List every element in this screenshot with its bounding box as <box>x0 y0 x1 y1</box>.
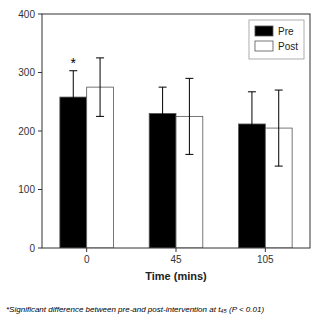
x-label: Time (mins) <box>145 270 207 282</box>
error-line <box>162 87 163 140</box>
x-tick <box>86 248 87 252</box>
y-axis: 0 100 200 300 400 <box>18 9 42 254</box>
y-tick-label: 400 <box>18 9 35 20</box>
x-tick-label: 0 <box>84 254 90 265</box>
y-tick-label: 200 <box>18 126 35 137</box>
error-cap <box>69 123 77 124</box>
error-bar <box>275 90 283 166</box>
x-tick-label: 45 <box>170 254 182 265</box>
error-cap <box>248 156 256 157</box>
error-cap <box>159 139 167 140</box>
annotation: * <box>71 55 77 71</box>
error-cap <box>275 90 283 91</box>
error-bar <box>96 58 104 117</box>
y-tick <box>38 72 42 73</box>
chart: 0 100 200 300 400 0 45 105 Time (mins) * Pre Post *S… <box>0 0 320 320</box>
error-cap <box>96 57 104 58</box>
error-cap <box>185 78 193 79</box>
y-tick <box>38 189 42 190</box>
error-bar <box>69 71 77 124</box>
error-line <box>73 71 74 124</box>
legend-box <box>249 20 304 59</box>
error-bar <box>159 87 167 140</box>
footnote: *Significant difference between pre-and … <box>6 305 264 314</box>
legend-label: Pre <box>278 26 294 37</box>
legend: Pre Post <box>249 20 304 59</box>
error-line <box>251 92 252 156</box>
marks <box>60 58 292 248</box>
error-cap <box>159 87 167 88</box>
error-line <box>100 58 101 117</box>
y-tick <box>38 131 42 132</box>
error-cap <box>185 154 193 155</box>
y-tick <box>38 14 42 15</box>
plot-frame <box>42 14 310 248</box>
y-tick-label: 300 <box>18 67 35 78</box>
error-line <box>278 90 279 166</box>
y-tick <box>38 248 42 249</box>
legend-swatch <box>255 26 273 36</box>
error-line <box>189 78 190 154</box>
x-tick <box>176 248 177 252</box>
x-tick-label: 105 <box>257 254 274 265</box>
plot-area <box>42 14 310 248</box>
error-cap <box>96 116 104 117</box>
y-tick-label: 100 <box>18 184 35 195</box>
legend-swatch <box>255 41 273 51</box>
error-cap <box>248 91 256 92</box>
error-bar <box>248 92 256 156</box>
x-tick <box>265 248 266 252</box>
error-cap <box>275 166 283 167</box>
error-bar <box>185 78 193 154</box>
legend-label: Post <box>278 41 298 52</box>
y-tick-label: 0 <box>29 243 35 254</box>
